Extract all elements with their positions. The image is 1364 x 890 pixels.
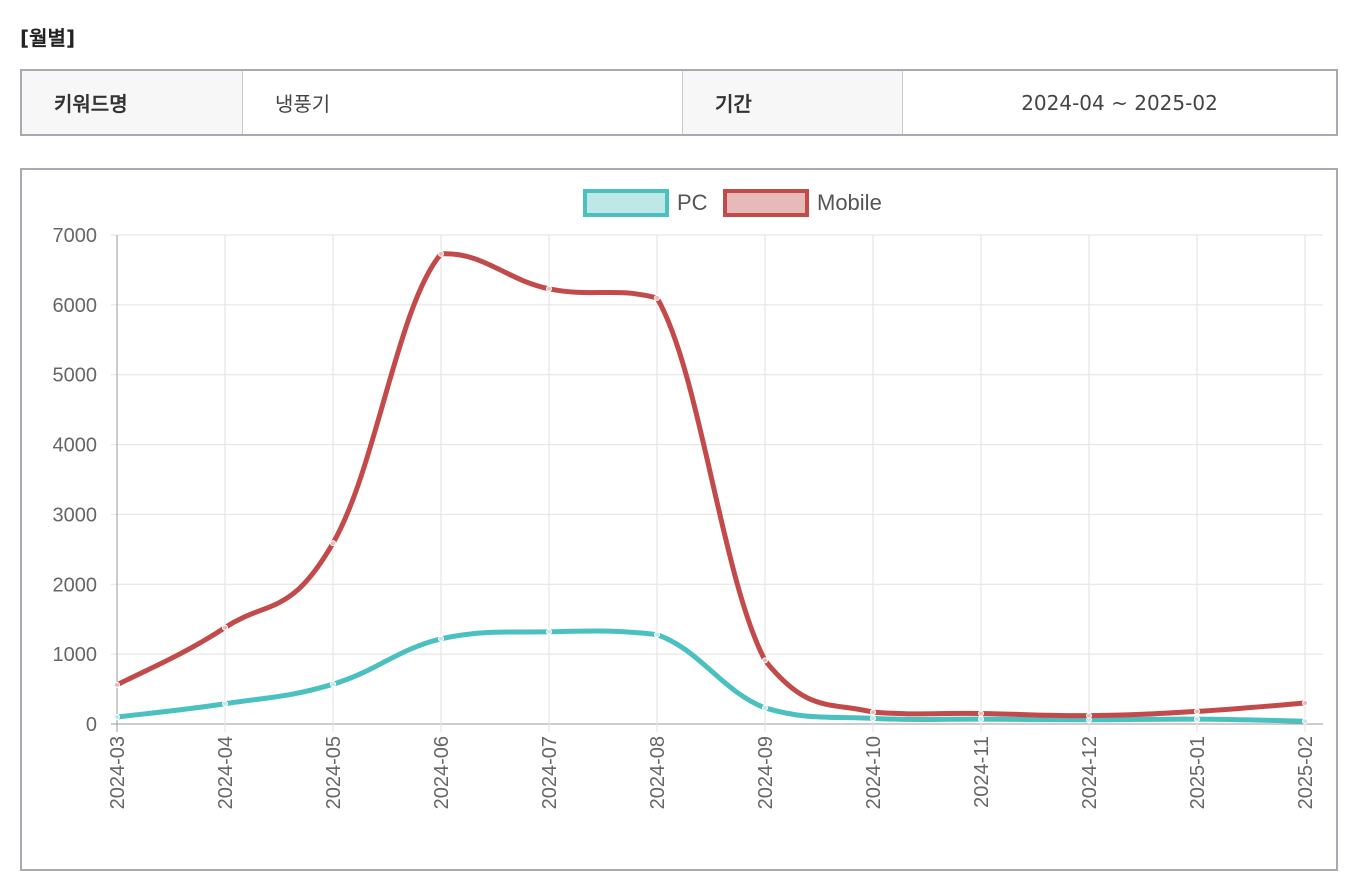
data-point-pc — [1302, 718, 1308, 725]
period-label: 기간 — [683, 71, 903, 134]
y-tick-label: 3000 — [53, 504, 98, 526]
legend-swatch-pc[interactable] — [583, 189, 669, 217]
y-tick-label: 1000 — [53, 644, 98, 666]
series-line-pc — [114, 628, 1308, 724]
data-point-pc — [978, 716, 984, 723]
data-point-pc — [654, 631, 660, 638]
x-tick-label: 2024-07 — [539, 736, 561, 809]
x-tick-label: 2024-06 — [431, 736, 453, 809]
data-point-mobile — [114, 681, 120, 688]
x-tick-label: 2024-04 — [215, 736, 237, 809]
keyword-label: 키워드명 — [22, 71, 243, 134]
data-point-pc — [330, 681, 336, 688]
y-tick-label: 5000 — [53, 365, 98, 387]
x-tick-label: 2024-08 — [647, 736, 669, 809]
y-tick-label: 4000 — [53, 435, 98, 457]
y-tick-label: 2000 — [53, 574, 98, 596]
data-point-pc — [438, 635, 444, 642]
legend-label-mobile[interactable]: Mobile — [817, 190, 882, 215]
data-point-mobile — [1194, 708, 1200, 715]
x-tick-label: 2024-09 — [755, 736, 777, 809]
data-point-pc — [762, 704, 768, 711]
data-point-pc — [114, 714, 120, 721]
monthly-line-chart: 0 1000 2000 3000 4000 5000 6000 7000 2024-03 2024… — [53, 189, 1323, 809]
data-point-pc — [222, 700, 228, 707]
series-line-mobile — [114, 251, 1308, 719]
y-tick-label: 7000 — [53, 225, 98, 247]
data-point-mobile — [654, 294, 660, 301]
data-point-mobile — [870, 709, 876, 716]
y-tick-label: 6000 — [53, 295, 98, 317]
section-title: [월별] — [20, 26, 76, 50]
x-tick-label: 2024-03 — [107, 736, 129, 809]
data-point-mobile — [222, 624, 228, 631]
x-tick-label: 2024-11 — [971, 736, 993, 808]
keyword-value: 냉풍기 — [243, 71, 683, 134]
data-point-mobile — [330, 540, 336, 547]
data-point-mobile — [762, 657, 768, 664]
data-point-mobile — [1302, 700, 1308, 707]
data-point-mobile — [978, 710, 984, 717]
legend-swatch-mobile[interactable] — [723, 189, 809, 217]
keyword-info-table: 키워드명 냉풍기 기간 2024-04 ~ 2025-02 — [20, 69, 1338, 136]
data-point-mobile — [546, 285, 552, 292]
data-point-mobile — [438, 250, 444, 257]
period-value: 2024-04 ~ 2025-02 — [903, 71, 1336, 134]
y-tick-label: 0 — [86, 714, 97, 736]
x-tick-label: 2024-12 — [1079, 736, 1101, 809]
data-point-pc — [546, 628, 552, 635]
x-tick-label: 2024-10 — [863, 736, 885, 809]
legend-label-pc[interactable]: PC — [677, 190, 708, 215]
data-point-pc — [1194, 716, 1200, 723]
x-tick-label: 2024-05 — [323, 736, 345, 809]
x-tick-label: 2025-02 — [1295, 736, 1317, 809]
chart-container: 0 1000 2000 3000 4000 5000 6000 7000 2024-03 2024… — [20, 168, 1338, 871]
data-point-mobile — [1086, 712, 1092, 719]
data-point-pc — [870, 715, 876, 722]
x-tick-label: 2025-01 — [1187, 736, 1209, 809]
